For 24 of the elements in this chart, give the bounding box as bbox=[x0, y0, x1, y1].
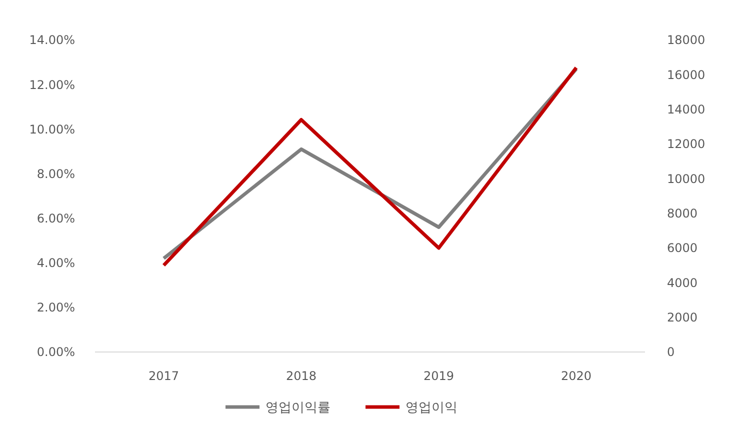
y-tick-label: 6.00% bbox=[36, 211, 75, 226]
y-tick-label: 8.00% bbox=[36, 166, 75, 181]
x-tick-label: 2019 bbox=[423, 369, 454, 383]
legend-label: 영업이익률 bbox=[266, 400, 330, 416]
y2-tick-label: 18000 bbox=[667, 33, 706, 48]
y2-tick-label: 6000 bbox=[667, 241, 698, 256]
y-tick-label: 12.00% bbox=[29, 78, 75, 92]
y-tick-label: 2.00% bbox=[36, 300, 75, 315]
y-tick-label: 10.00% bbox=[29, 122, 75, 136]
x-tick-label: 2020 bbox=[560, 369, 592, 383]
x-tick-label: 2017 bbox=[148, 369, 180, 383]
y2-tick-label: 14000 bbox=[667, 102, 706, 117]
x-tick-label: 2018 bbox=[286, 369, 317, 383]
legend-label: 영업이익 bbox=[406, 400, 458, 416]
y2-tick-label: 2000 bbox=[667, 310, 698, 325]
y-tick-label: 14.00% bbox=[29, 33, 75, 48]
y2-tick-label: 12000 bbox=[667, 137, 706, 152]
y2-tick-label: 10000 bbox=[667, 172, 706, 186]
y2-tick-label: 4000 bbox=[667, 276, 698, 290]
y2-tick-label: 16000 bbox=[667, 68, 706, 82]
y2-tick-label: 8000 bbox=[667, 206, 698, 221]
y-tick-label: 4.00% bbox=[36, 256, 75, 270]
y2-tick-label: 0 bbox=[667, 345, 675, 360]
y-tick-label: 0.00% bbox=[36, 345, 75, 360]
